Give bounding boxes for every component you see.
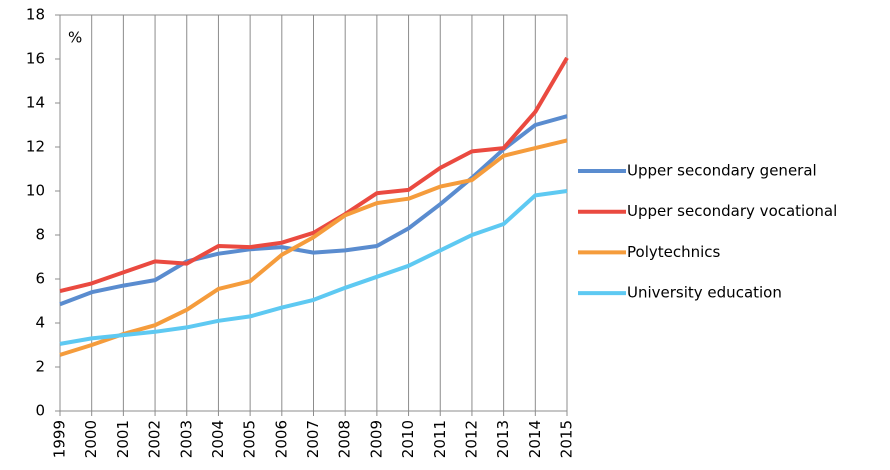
x-tick-label: 2014 <box>526 420 544 458</box>
y-tick-label: 16 <box>26 50 45 68</box>
y-tick-label: 8 <box>35 226 45 244</box>
x-tick-label: 2000 <box>82 420 100 458</box>
legend-label: Polytechnics <box>627 243 721 261</box>
y-tick-label: 18 <box>26 6 45 24</box>
x-tick-label: 2009 <box>367 420 385 458</box>
x-tick-label: 2002 <box>146 420 164 458</box>
y-tick-label: 12 <box>26 138 45 156</box>
y-tick-label: 14 <box>26 94 45 112</box>
x-tick-label: 2001 <box>114 420 132 458</box>
x-tick-label: 2005 <box>241 420 259 458</box>
x-tick-label: 2007 <box>304 420 322 458</box>
data-line <box>59 189 568 346</box>
data-line <box>59 138 568 357</box>
x-tick-label: 2012 <box>462 420 480 458</box>
x-tick-label: 2010 <box>399 420 417 458</box>
legend-label: University education <box>627 284 782 302</box>
legend-label: Upper secondary vocational <box>627 202 837 220</box>
y-tick-label: 0 <box>35 402 45 420</box>
legend-label: Upper secondary general <box>627 162 817 180</box>
y-tick-label: 6 <box>35 270 45 288</box>
x-tick-label: 1999 <box>51 420 69 458</box>
x-tick-label: 2008 <box>336 420 354 458</box>
x-tick-label: 2011 <box>431 420 449 458</box>
x-tick-label: 2013 <box>494 420 512 458</box>
unit-annotation: % <box>68 29 82 47</box>
x-tick-label: 2006 <box>272 420 290 458</box>
y-tick-label: 4 <box>35 314 45 332</box>
y-tick-label: 10 <box>26 182 45 200</box>
data-line <box>59 56 569 294</box>
x-tick-label: 2015 <box>558 420 576 458</box>
data-line <box>59 114 568 307</box>
y-tick-label: 2 <box>35 358 45 376</box>
plot-border <box>59 14 568 412</box>
x-tick-label: 2004 <box>209 420 227 458</box>
x-tick-label: 2003 <box>177 420 195 458</box>
